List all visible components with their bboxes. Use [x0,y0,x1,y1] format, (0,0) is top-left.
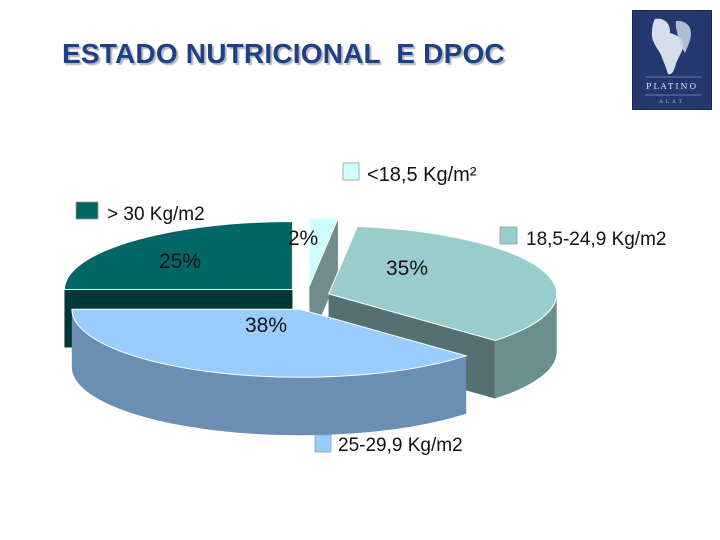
data-label-18-5-24-9-kg-m2: 35% [386,257,428,280]
legend-label-30-kg-m2: > 30 Kg/m2 [107,204,205,225]
pie-labels: 2% <18,5 Kg/m² 35% 18,5-24,9 Kg/m2 38% 25-29,… [75,162,666,456]
legend-label-25-29-9-kg-m2: 25-29,9 Kg/m2 [338,435,463,456]
logo-subtext: ALAT [659,99,685,105]
legend-label-18-5-24-9-kg-m2: 18,5-24,9 Kg/m2 [526,229,666,250]
legend-swatch-25-29-9-kg-m2 [314,434,332,453]
slice-side-18-5-24-9-kg-m2-outer [494,293,557,399]
pie-slice-18-5-kg-m [308,217,339,287]
legend-swatch-30-kg-m2 [75,201,99,220]
slide-title: ESTADO NUTRICIONAL E DPOC [62,38,505,69]
slice-side-18-5-kg-m-end [309,218,338,344]
data-label-25-29-9-kg-m2: 38% [245,314,287,337]
pie-slice-18-5-24-9-kg-m2 [328,225,558,341]
data-label-30-kg-m2: 25% [159,250,201,273]
pie-slice-25-29-9-kg-m2 [71,308,468,378]
logo-text: PLATINO [645,82,699,91]
platino-map-icon [645,18,701,96]
legend-swatch-18-5-kg-m [342,162,360,181]
data-label-18-5-kg-m: 2% [288,227,318,250]
legend-swatch-18-5-24-9-kg-m2 [499,226,518,245]
slice-side-25-29-9-kg-m2-outer [71,309,467,436]
pie-tops [63,217,558,378]
platino-logo: PLATINO ALAT [632,10,712,110]
pie-slice-30-kg-m2 [63,220,293,290]
legend-label-18-5-kg-m: <18,5 Kg/m² [367,164,477,186]
